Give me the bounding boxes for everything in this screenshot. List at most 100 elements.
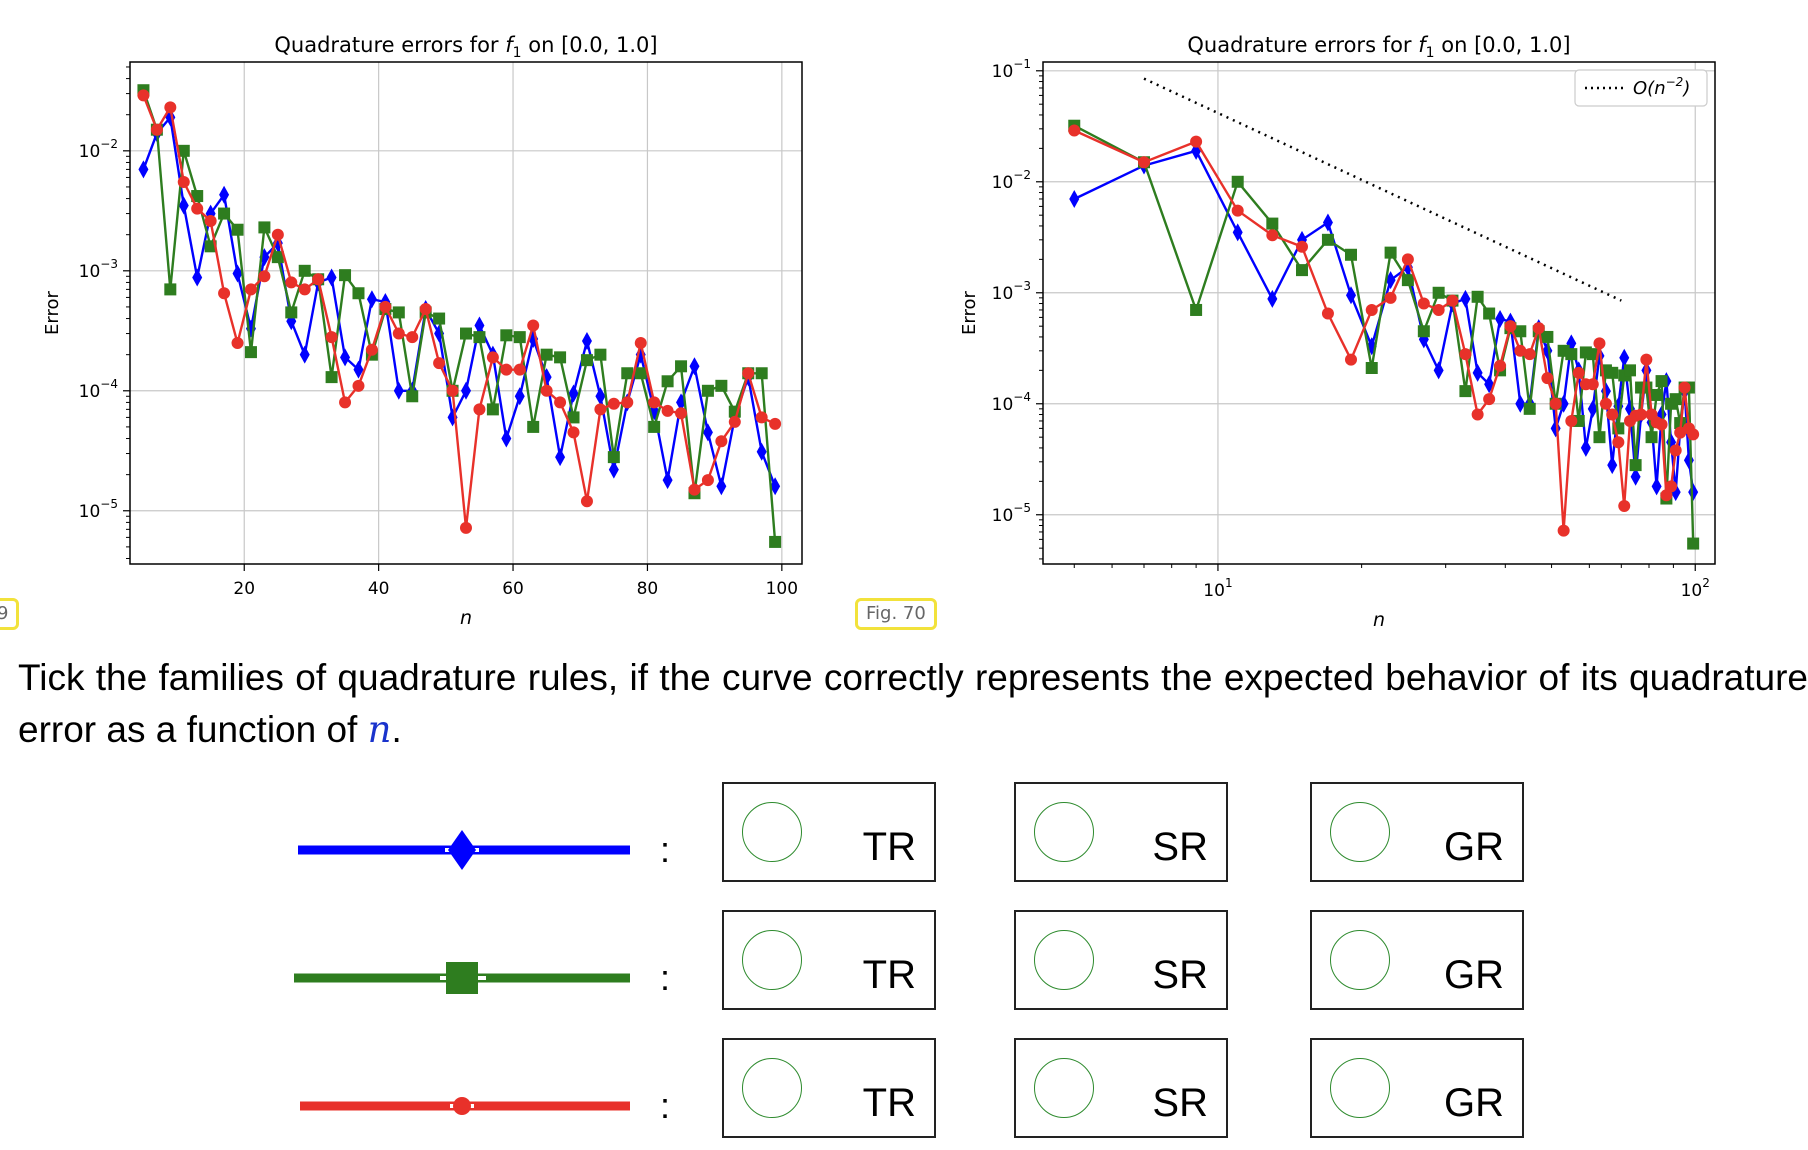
data-point-circle bbox=[258, 270, 271, 283]
data-point-diamond bbox=[770, 477, 781, 496]
series-line bbox=[1073, 124, 1695, 544]
data-point-circle bbox=[339, 396, 352, 409]
data-point-square bbox=[460, 327, 472, 340]
option-row3-tr[interactable]: TR bbox=[722, 1038, 936, 1138]
data-point-square bbox=[1650, 388, 1663, 401]
radio-circle-icon[interactable] bbox=[1330, 802, 1390, 862]
radio-circle-icon[interactable] bbox=[742, 802, 802, 862]
data-point-diamond bbox=[232, 264, 243, 283]
data-point-circle bbox=[1635, 408, 1648, 421]
data-point-square bbox=[325, 371, 338, 384]
data-point-circle bbox=[769, 417, 782, 430]
grid bbox=[130, 62, 802, 564]
option-row1-tr[interactable]: TR bbox=[722, 782, 936, 882]
data-point-diamond bbox=[192, 268, 203, 287]
series-line bbox=[142, 94, 776, 529]
data-point-circle bbox=[446, 384, 459, 397]
data-point-square bbox=[1629, 459, 1642, 472]
data-point-square bbox=[540, 348, 553, 361]
radio-circle-icon[interactable] bbox=[1034, 802, 1094, 862]
data-point-square bbox=[1190, 303, 1203, 316]
radio-circle-icon[interactable] bbox=[1034, 1058, 1094, 1118]
y-tick-label: 10−4 bbox=[992, 390, 1031, 415]
series-group bbox=[1068, 119, 1700, 550]
data-point-circle bbox=[513, 363, 526, 376]
data-point-circle bbox=[365, 343, 378, 356]
data-point-diamond bbox=[1322, 213, 1333, 232]
y-tick-label: 10−2 bbox=[79, 137, 118, 162]
data-point-circle bbox=[621, 396, 634, 409]
data-point-circle bbox=[1384, 291, 1397, 304]
data-point-square bbox=[1565, 348, 1578, 361]
x-tick-label: 40 bbox=[368, 579, 390, 599]
data-point-circle bbox=[1401, 253, 1414, 266]
data-point-circle bbox=[150, 123, 163, 136]
tick-group: 101 102 10−5 10−4 10−3 10−2 10−1 bbox=[992, 57, 1710, 601]
x-axis-label: n bbox=[1373, 609, 1385, 630]
data-point-diamond bbox=[1587, 399, 1598, 418]
option-row1-sr[interactable]: SR bbox=[1014, 782, 1228, 882]
data-point-circle bbox=[1446, 294, 1459, 307]
radio-circle-icon[interactable] bbox=[1034, 930, 1094, 990]
data-point-circle bbox=[1514, 344, 1527, 357]
y-tick-label: 10−2 bbox=[992, 168, 1031, 193]
data-point-circle bbox=[1593, 337, 1606, 350]
data-point-square bbox=[271, 251, 284, 264]
series-circle bbox=[1068, 124, 1700, 537]
data-point-circle bbox=[460, 521, 472, 534]
data-point-circle bbox=[1678, 381, 1691, 394]
data-point-square bbox=[231, 223, 244, 236]
data-point-square bbox=[1321, 233, 1334, 246]
option-row1-gr[interactable]: GR bbox=[1310, 782, 1524, 882]
data-point-diamond bbox=[1472, 363, 1483, 382]
y-tick-label: 10−3 bbox=[992, 279, 1031, 304]
radio-circle-icon[interactable] bbox=[1330, 930, 1390, 990]
data-point-square bbox=[1432, 286, 1445, 299]
option-label: SR bbox=[1152, 825, 1208, 869]
option-row3-gr[interactable]: GR bbox=[1310, 1038, 1524, 1138]
data-point-square bbox=[1514, 325, 1527, 338]
data-point-square bbox=[1624, 364, 1637, 377]
option-label: GR bbox=[1444, 825, 1504, 869]
figure-number-tag-left: 9 bbox=[0, 598, 20, 630]
radio-circle-icon[interactable] bbox=[742, 930, 802, 990]
data-point-diamond bbox=[1630, 467, 1641, 486]
data-point-circle bbox=[1432, 303, 1445, 316]
data-point-square bbox=[607, 451, 620, 464]
data-point-circle bbox=[271, 228, 284, 241]
option-row2-gr[interactable]: GR bbox=[1310, 910, 1524, 1010]
data-point-square bbox=[1401, 274, 1414, 287]
data-point-circle bbox=[285, 276, 298, 289]
option-label: SR bbox=[1152, 953, 1208, 997]
data-point-circle bbox=[164, 101, 177, 114]
data-point-square bbox=[164, 283, 177, 296]
data-point-circle bbox=[1068, 124, 1081, 137]
data-point-circle bbox=[607, 397, 620, 410]
data-point-diamond bbox=[299, 345, 310, 364]
option-row3-sr[interactable]: SR bbox=[1014, 1038, 1228, 1138]
y-tick-label: 10−3 bbox=[79, 257, 118, 282]
data-point-square bbox=[406, 390, 419, 403]
tick-group: 20 40 60 80 100 10−5 10−4 10−3 10−2 bbox=[79, 66, 798, 599]
x-tick-label: 100 bbox=[766, 579, 798, 599]
data-point-diamond bbox=[366, 290, 377, 309]
data-point-square bbox=[285, 306, 298, 319]
radio-circle-icon[interactable] bbox=[742, 1058, 802, 1118]
data-point-square bbox=[594, 348, 607, 361]
series-line bbox=[142, 89, 777, 542]
series-group bbox=[137, 84, 782, 548]
data-point-circle bbox=[137, 89, 150, 102]
data-point-circle bbox=[473, 403, 486, 416]
option-row2-sr[interactable]: SR bbox=[1014, 910, 1228, 1010]
option-row2-tr[interactable]: TR bbox=[722, 910, 936, 1010]
row-colon: : bbox=[659, 1085, 670, 1126]
radio-circle-icon[interactable] bbox=[1330, 1058, 1390, 1118]
data-point-square bbox=[339, 269, 352, 282]
data-point-circle bbox=[1665, 480, 1678, 493]
data-point-square bbox=[675, 360, 688, 373]
series-line bbox=[1073, 129, 1695, 531]
data-point-circle bbox=[1532, 322, 1545, 335]
data-point-square bbox=[1231, 175, 1244, 188]
data-point-square bbox=[191, 190, 204, 203]
plot-frame bbox=[1042, 61, 1716, 565]
